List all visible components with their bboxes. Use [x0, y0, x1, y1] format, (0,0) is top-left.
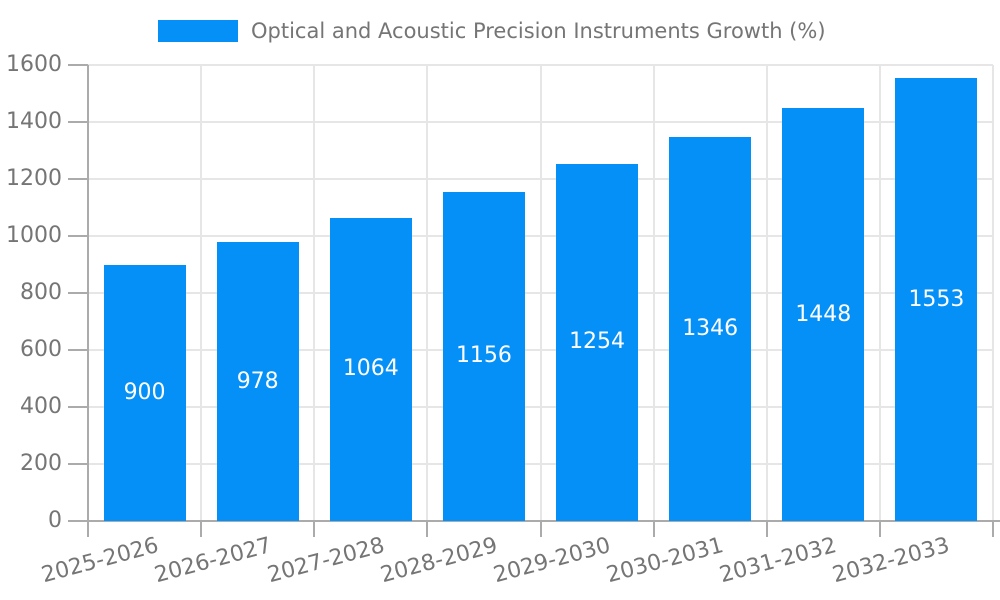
- x-gridline: [426, 65, 429, 521]
- plot-area: 0 200 400 600 800 1000 1200 1400 1600 900 978 1064 1…: [6, 53, 1000, 588]
- bar: [442, 191, 525, 521]
- x-tick: [200, 521, 203, 537]
- bar: [895, 78, 978, 521]
- bar: [782, 108, 865, 521]
- bar: [556, 163, 639, 521]
- y-axis-line: [87, 65, 89, 521]
- x-tick: [878, 521, 881, 537]
- y-tick: [68, 235, 88, 237]
- bar-value-label: 978: [236, 368, 279, 394]
- x-axis-line: [88, 520, 1000, 522]
- y-tick-label: 1200: [6, 166, 62, 191]
- bar: [329, 217, 412, 521]
- x-gridline: [313, 65, 316, 521]
- y-tick: [68, 292, 88, 294]
- y-tick: [68, 121, 88, 123]
- y-tick-label: 600: [20, 337, 62, 362]
- legend-label: Optical and Acoustic Precision Instrumen…: [251, 19, 826, 43]
- x-tick: [652, 521, 655, 537]
- y-tick-label: 1600: [6, 52, 62, 77]
- bar: [103, 264, 186, 521]
- x-gridline: [652, 65, 655, 521]
- x-gridline: [765, 65, 768, 521]
- legend: Optical and Acoustic Precision Instrumen…: [158, 19, 826, 43]
- bar-value-label: 1064: [342, 356, 399, 382]
- y-tick: [68, 64, 88, 66]
- x-gridline: [200, 65, 203, 521]
- bar-value-label: 1156: [455, 343, 512, 369]
- bar: [669, 137, 752, 521]
- x-gridline: [992, 65, 994, 521]
- y-tick-label: 800: [20, 280, 62, 305]
- y-tick: [68, 406, 88, 408]
- x-gridline: [539, 65, 542, 521]
- bar-value-label: 1346: [682, 316, 739, 342]
- y-tick-label: 1000: [6, 223, 62, 248]
- y-tick: [68, 349, 88, 351]
- bar-value-label: 1448: [795, 301, 852, 327]
- y-tick: [68, 463, 88, 465]
- x-tick: [313, 521, 316, 537]
- x-tick: [539, 521, 542, 537]
- x-tick: [426, 521, 429, 537]
- bar: [216, 242, 299, 521]
- legend-swatch: [158, 20, 238, 42]
- x-tick: [992, 521, 994, 537]
- y-tick-label: 400: [20, 394, 62, 419]
- y-tick: [68, 178, 88, 180]
- y-tick-label: 200: [20, 451, 62, 476]
- bar-value-label: 1553: [908, 286, 965, 312]
- y-tick-label: 1400: [6, 109, 62, 134]
- y-tick: [68, 520, 88, 522]
- y-tick-label: 0: [48, 508, 62, 533]
- x-gridline: [878, 65, 881, 521]
- x-tick: [765, 521, 768, 537]
- x-tick: [87, 521, 89, 537]
- bar-value-label: 900: [123, 379, 166, 405]
- bar-value-label: 1254: [569, 329, 626, 355]
